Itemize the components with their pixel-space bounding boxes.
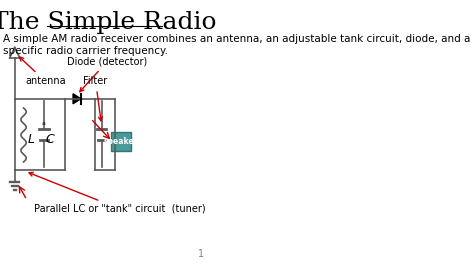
Text: Filter: Filter <box>83 76 108 121</box>
Text: 1: 1 <box>198 249 204 259</box>
Text: Diode (detector): Diode (detector) <box>67 57 147 92</box>
Text: L: L <box>27 133 34 146</box>
Polygon shape <box>73 94 81 104</box>
Text: antenna: antenna <box>19 57 65 86</box>
Text: C: C <box>46 133 55 146</box>
Text: speaker: speaker <box>104 137 138 146</box>
Text: a: a <box>42 121 46 126</box>
Text: A simple AM radio receiver combines an antenna, an adjustable tank circuit, diod: A simple AM radio receiver combines an a… <box>3 34 474 56</box>
Text: Parallel LC or "tank" circuit  (tuner): Parallel LC or "tank" circuit (tuner) <box>29 172 206 214</box>
Text: The Simple Radio: The Simple Radio <box>0 11 216 34</box>
FancyBboxPatch shape <box>111 132 131 151</box>
